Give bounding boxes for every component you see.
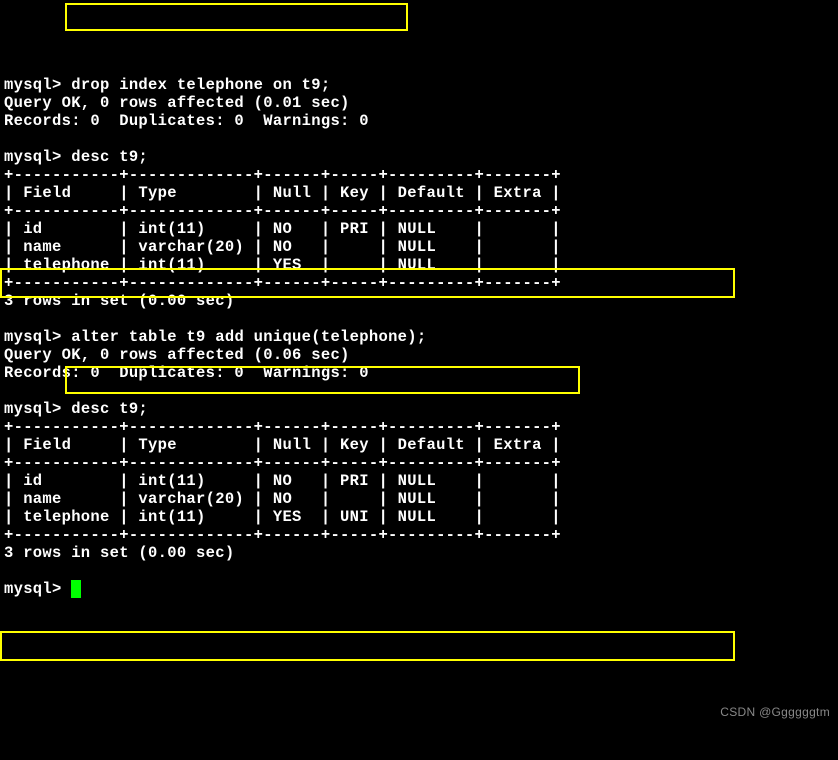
prompt: mysql>	[4, 400, 62, 418]
prompt: mysql>	[4, 580, 62, 598]
watermark-text: CSDN @Ggggggtm	[720, 705, 830, 719]
prompt: mysql>	[4, 148, 62, 166]
response-line: Query OK, 0 rows affected (0.06 sec)	[4, 346, 350, 364]
highlight-box	[0, 631, 735, 661]
table-header: | Field | Type | Null | Key | Default | …	[4, 436, 561, 454]
terminal-output: mysql> drop index telephone on t9; Query…	[4, 76, 834, 598]
table-border: +-----------+-------------+------+-----+…	[4, 202, 561, 220]
table-border: +-----------+-------------+------+-----+…	[4, 454, 561, 472]
table-row: | name | varchar(20) | NO | | NULL | |	[4, 238, 561, 256]
cmd-alter-table: alter table t9 add unique(telephone);	[71, 328, 426, 346]
table-border: +-----------+-------------+------+-----+…	[4, 526, 561, 544]
highlight-box	[65, 366, 580, 394]
highlight-box	[65, 3, 408, 31]
prompt: mysql>	[4, 76, 62, 94]
cmd-desc-2: desc t9;	[71, 400, 148, 418]
prompt: mysql>	[4, 328, 62, 346]
table-row: | id | int(11) | NO | PRI | NULL | |	[4, 472, 561, 490]
table-row: | name | varchar(20) | NO | | NULL | |	[4, 490, 561, 508]
cmd-desc-1: desc t9;	[71, 148, 148, 166]
cmd-drop-index: drop index telephone on t9;	[71, 76, 330, 94]
table-row-telephone: | telephone | int(11) | YES | UNI | NULL…	[4, 508, 561, 526]
response-line: 3 rows in set (0.00 sec)	[4, 544, 234, 562]
table-border: +-----------+-------------+------+-----+…	[4, 418, 561, 436]
cursor	[71, 580, 81, 598]
table-header: | Field | Type | Null | Key | Default | …	[4, 184, 561, 202]
table-row: | id | int(11) | NO | PRI | NULL | |	[4, 220, 561, 238]
highlight-box	[0, 268, 735, 298]
response-line: Query OK, 0 rows affected (0.01 sec)	[4, 94, 350, 112]
response-line: Records: 0 Duplicates: 0 Warnings: 0	[4, 112, 369, 130]
table-border: +-----------+-------------+------+-----+…	[4, 166, 561, 184]
